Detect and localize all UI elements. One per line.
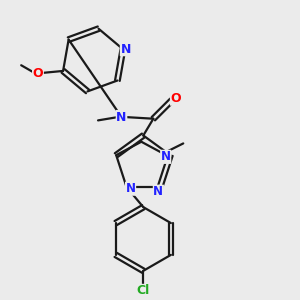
Text: N: N (153, 185, 164, 198)
Text: N: N (161, 150, 171, 163)
Text: N: N (126, 182, 136, 195)
Text: O: O (170, 92, 181, 105)
Text: N: N (120, 43, 131, 56)
Text: Cl: Cl (137, 284, 150, 297)
Text: O: O (33, 67, 43, 80)
Text: N: N (116, 110, 127, 124)
